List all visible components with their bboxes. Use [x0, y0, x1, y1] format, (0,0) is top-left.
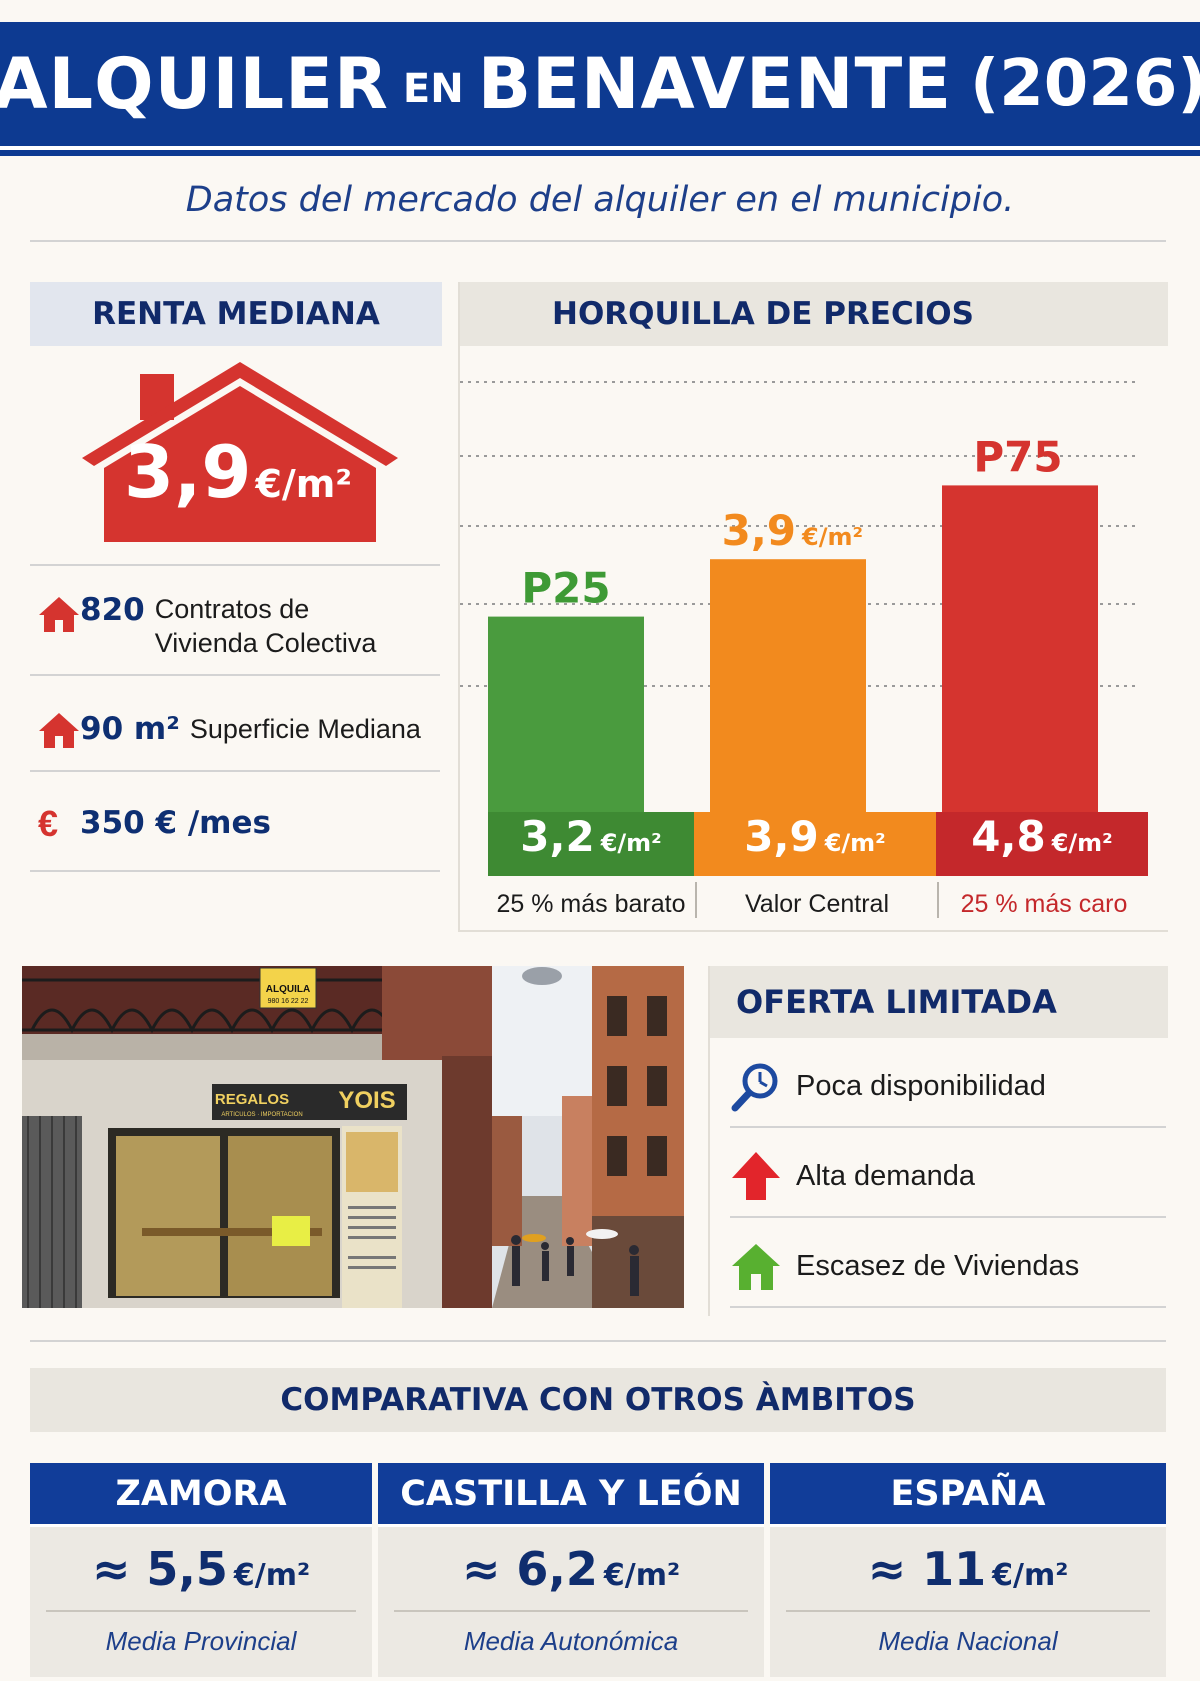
stat-superficie: 90 m² Superficie Mediana: [38, 708, 438, 750]
bar-label-p75: P75: [973, 432, 1062, 481]
magnifier-icon: [731, 1063, 778, 1112]
oferta-item-escasez: Escasez de Viviendas: [730, 1238, 1166, 1294]
divider: [30, 240, 1166, 242]
bar-label-central: 3,9 €/m²: [722, 506, 863, 555]
region-zamora-caption: Media Provincial: [105, 1626, 297, 1656]
street-photo: ALQUILA 980 16 22 22 REGALOS YOIS ARTICU…: [22, 966, 684, 1308]
house-icon: [39, 713, 79, 748]
region-zamora-value: ≈ 5,5 €/m²: [30, 1542, 372, 1596]
caption-p75: 25 % más caro: [960, 890, 1128, 918]
divider: [30, 1340, 1166, 1342]
caption-separator: [937, 882, 939, 918]
region-zamora-name: ZAMORA: [30, 1463, 372, 1527]
price-p25-unit: €/m²: [600, 829, 662, 857]
stat-contratos: 820 Contratos de Vivienda Colectiva: [38, 592, 438, 660]
oferta-item-demanda: Alta demanda: [730, 1148, 1166, 1204]
bar-label-p25: P25: [521, 564, 610, 613]
green-house-icon: [732, 1244, 780, 1290]
stat-superficie-number: 90 m²: [80, 711, 180, 747]
stat-renta-mensual: € 350 € /mes: [38, 802, 438, 844]
divider: [730, 1306, 1166, 1308]
region-espana-value: ≈ 11 €/m²: [770, 1542, 1166, 1596]
price-cell-p25: 3,2 €/m²: [488, 812, 694, 876]
arrow-up-icon: [732, 1152, 780, 1200]
oferta-label-demanda: Alta demanda: [796, 1159, 975, 1192]
renta-mediana-value: 3,9 €/m²: [102, 430, 374, 540]
region-cyl-unit: €/m²: [603, 1558, 681, 1593]
oferta-label-disponibilidad: Poca disponibilidad: [796, 1069, 1046, 1102]
euro-icon: €: [38, 803, 59, 844]
bar-label-central-value: 3,9: [722, 506, 796, 555]
region-zamora-unit: €/m²: [233, 1558, 311, 1593]
caption-p25: 25 % más barato: [496, 890, 686, 918]
region-espana-caption: Media Nacional: [878, 1626, 1058, 1656]
oferta-item-disponibilidad: Poca disponibilidad: [730, 1058, 1166, 1114]
title-banner: ALQUILER EN BENAVENTE (2026): [0, 22, 1200, 150]
caption-separator: [695, 882, 697, 918]
stat-contratos-number: 820: [80, 592, 145, 628]
price-central-unit: €/m²: [824, 829, 886, 857]
region-zamora-number: ≈ 5,5: [91, 1542, 228, 1596]
chart-bars: [488, 485, 1098, 812]
region-espana-name: ESPAÑA: [770, 1463, 1166, 1527]
shop-name: REGALOS: [215, 1091, 289, 1108]
price-p25-value: 3,2: [520, 812, 595, 861]
comparativa-heading: COMPARATIVA CON OTROS ÀMBITOS: [30, 1368, 1166, 1432]
divider: [730, 1126, 1166, 1128]
price-p75-value: 4,8: [971, 812, 1046, 861]
oferta-heading: OFERTA LIMITADA: [710, 966, 1168, 1038]
oferta-label-escasez: Escasez de Viviendas: [796, 1249, 1080, 1282]
title-word-alquiler: ALQUILER: [0, 43, 389, 125]
stat-renta-mensual-number: 350 € /mes: [80, 805, 271, 841]
stat-contratos-label: Contratos de Vivienda Colectiva: [154, 594, 377, 658]
caption-central: Valor Central: [744, 890, 890, 918]
house-icon: [39, 597, 79, 632]
horquilla-panel: [458, 282, 1168, 932]
oferta-panel: [708, 966, 1168, 1316]
region-cyl-number: ≈ 6,2: [461, 1542, 598, 1596]
title-word-en: EN: [402, 66, 464, 112]
region-cyl-name: CASTILLA Y LEÓN: [378, 1463, 764, 1527]
region-espana-number: ≈ 11: [867, 1542, 987, 1596]
bar-label-central-unit: €/m²: [801, 523, 863, 551]
sign-alquila-phone: 980 16 22 22: [268, 998, 309, 1005]
divider: [730, 1216, 1166, 1218]
house-price-icon: [82, 362, 398, 542]
title-word-benavente: BENAVENTE: [477, 43, 953, 125]
bar-valor-central: [710, 559, 866, 812]
divider: [30, 770, 440, 772]
price-range-chart: P25 3,9 €/m² P75: [460, 381, 1140, 812]
sign-alquila-text: ALQUILA: [266, 984, 310, 995]
divider: [30, 564, 440, 566]
horquilla-heading: HORQUILLA DE PRECIOS: [460, 282, 1168, 346]
region-cyl-value: ≈ 6,2 €/m²: [378, 1542, 764, 1596]
stat-superficie-label: Superficie Mediana: [189, 714, 421, 744]
renta-mediana-heading: RENTA MEDIANA: [30, 282, 442, 346]
title-year: (2026): [970, 47, 1200, 121]
price-cell-central: 3,9 €/m²: [694, 812, 936, 876]
renta-value-number: 3,9: [123, 430, 252, 514]
region-espana-body: [770, 1527, 1166, 1677]
shop-brand: YOIS: [338, 1087, 395, 1114]
region-espana-unit: €/m²: [992, 1558, 1069, 1593]
subtitle: Datos del mercado del alquiler en el mun…: [185, 180, 1015, 220]
price-cell-p75: 4,8 €/m²: [936, 812, 1148, 876]
bar-p75: [942, 485, 1098, 812]
divider: [46, 1610, 356, 1612]
region-cyl-body: [378, 1527, 764, 1677]
region-zamora-body: [30, 1527, 372, 1677]
divider: [394, 1610, 748, 1612]
divider: [786, 1610, 1150, 1612]
bar-p25: [488, 616, 644, 812]
price-central-value: 3,9: [744, 812, 819, 861]
price-p75-unit: €/m²: [1051, 829, 1113, 857]
divider: [30, 674, 440, 676]
renta-value-unit: €/m²: [255, 462, 353, 506]
divider: [30, 870, 440, 872]
region-cyl-caption: Media Autonómica: [463, 1626, 679, 1656]
shop-sub: ARTICULOS · IMPORTACION: [221, 1112, 302, 1118]
